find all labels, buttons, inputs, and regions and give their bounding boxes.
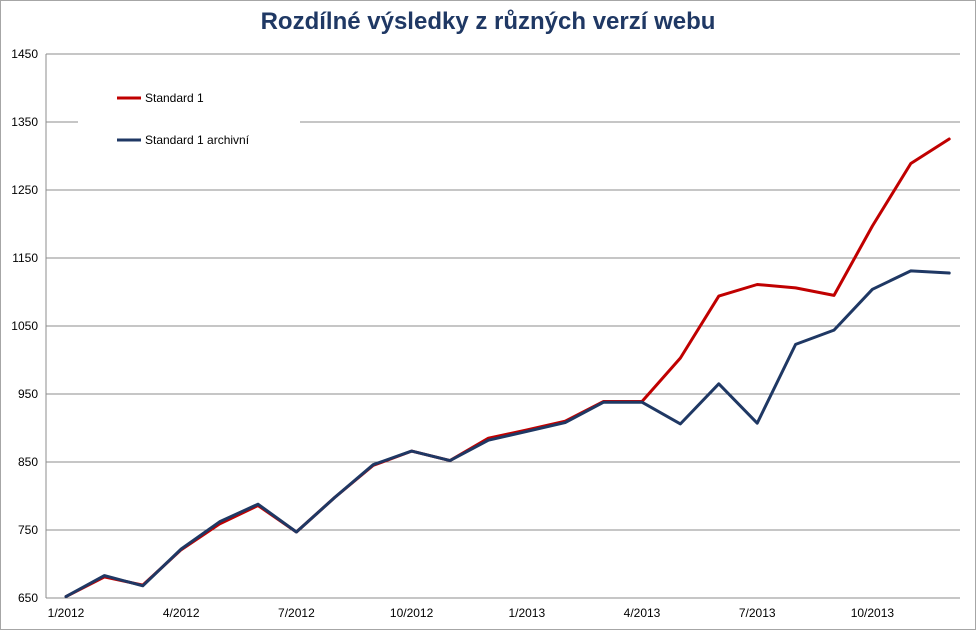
y-tick-label: 1150 <box>12 251 38 265</box>
y-tick-label: 1350 <box>11 115 38 129</box>
series-line-standard-1-archivni <box>64 269 951 599</box>
legend-label: Standard 1 archivní <box>145 133 250 147</box>
series-line-standard-1 <box>64 137 951 599</box>
x-tick-label: 1/2013 <box>508 606 545 620</box>
y-tick-label: 850 <box>18 455 38 469</box>
y-tick-label: 1050 <box>11 319 38 333</box>
x-tick-label: 4/2013 <box>624 606 661 620</box>
x-tick-label: 7/2013 <box>739 606 776 620</box>
x-tick-label: 10/2012 <box>390 606 434 620</box>
x-tick-label: 1/2012 <box>48 606 85 620</box>
chart-title: Rozdílné výsledky z různých verzí webu <box>260 8 716 35</box>
y-tick-label: 950 <box>18 387 38 401</box>
x-tick-label: 10/2013 <box>851 606 895 620</box>
x-tick-label: 4/2012 <box>163 606 200 620</box>
y-tick-label: 1450 <box>11 47 38 61</box>
y-tick-label: 1250 <box>11 183 38 197</box>
x-tick-label: 7/2012 <box>278 606 315 620</box>
y-tick-label: 750 <box>18 523 38 537</box>
legend-label: Standard 1 <box>145 91 204 105</box>
legend-box <box>78 82 300 154</box>
y-tick-label: 650 <box>18 591 38 605</box>
